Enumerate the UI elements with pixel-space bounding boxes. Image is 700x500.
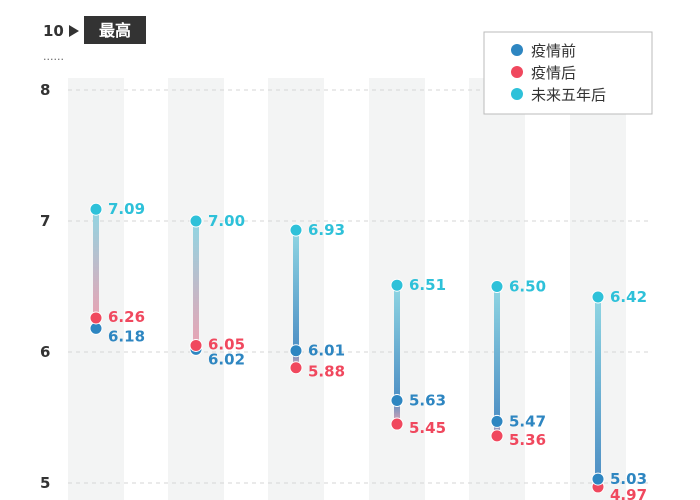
未来五年后-point xyxy=(289,223,303,237)
future-value-label: 7.00 xyxy=(208,212,245,230)
future-value-label: 6.93 xyxy=(308,221,345,239)
before-value-label: 6.18 xyxy=(108,327,145,345)
疫情后-point xyxy=(490,429,504,443)
未来五年后-point xyxy=(189,214,203,228)
pointer-triangle-icon xyxy=(69,25,79,37)
疫情后-point xyxy=(289,361,303,375)
疫情后-point xyxy=(390,417,404,431)
future-value-label: 6.50 xyxy=(509,278,546,296)
dumbbell-group-3: 6.93 6.01 5.88 xyxy=(289,221,345,381)
future-value-label: 6.42 xyxy=(610,288,647,306)
dumbbell-connector xyxy=(494,286,500,422)
疫情前-point xyxy=(591,472,605,486)
top-dots: ...... xyxy=(43,50,64,63)
dumbbell-group-5: 6.50 5.475.36 xyxy=(490,278,546,449)
top-tag-background xyxy=(84,16,146,44)
dumbbell-connector xyxy=(193,221,199,346)
before-value-label: 5.03 xyxy=(610,470,647,488)
dumbbell-connector xyxy=(595,296,601,480)
legend-marker-2 xyxy=(511,66,523,78)
dumbbell-marks: 7.09 6.186.26 7.00 6.026.05 6.93 6.01 5.88 6.51… xyxy=(89,200,647,500)
after-value-label: 5.88 xyxy=(308,363,345,381)
dumbbell-connector-lower xyxy=(494,421,500,436)
dumbbell-group-2: 7.00 6.026.05 xyxy=(189,212,245,368)
dumbbell-connector xyxy=(93,209,99,318)
疫情前-point xyxy=(490,414,504,428)
疫情前-point xyxy=(390,393,404,407)
未来五年后-point xyxy=(89,202,103,216)
legend-marker-1 xyxy=(511,44,523,56)
未来五年后-point xyxy=(490,280,504,293)
dumbbell-group-4: 6.51 5.63 5.45 xyxy=(390,276,446,437)
legend-label-3: 未来五年后 xyxy=(531,86,606,104)
y-axis: 5 6 7 8 xyxy=(40,81,50,492)
y-tick-label-5: 5 xyxy=(40,474,50,492)
y-tick-label-8: 8 xyxy=(40,81,50,99)
未来五年后-point xyxy=(591,290,605,304)
legend-label-2: 疫情后 xyxy=(531,64,576,82)
before-value-label: 5.47 xyxy=(509,412,546,430)
top-tag-label: 最高 xyxy=(99,21,131,40)
未来五年后-point xyxy=(390,278,404,292)
future-value-label: 6.51 xyxy=(409,276,446,294)
after-value-label: 5.45 xyxy=(409,419,446,437)
legend-marker-3 xyxy=(511,88,523,100)
dumbbell-group-6: 6.42 5.034.97 xyxy=(591,288,647,500)
after-value-label: 6.05 xyxy=(208,335,245,353)
dumbbell-connector xyxy=(293,230,299,351)
dumbbell-group-1: 7.09 6.186.26 xyxy=(89,200,145,345)
top-marker: 10 最高 ...... xyxy=(43,16,146,63)
legend-label-1: 疫情前 xyxy=(531,42,576,60)
after-value-label: 5.36 xyxy=(509,431,546,449)
dumbbell-connector-lower xyxy=(394,400,400,425)
top-value-label: 10 xyxy=(43,22,64,40)
before-value-label: 6.01 xyxy=(308,342,345,360)
before-value-label: 6.02 xyxy=(208,350,245,368)
疫情前-point xyxy=(289,344,303,358)
疫情后-point xyxy=(89,311,103,325)
grid-lines xyxy=(68,89,652,484)
y-tick-label-6: 6 xyxy=(40,343,50,361)
future-value-label: 7.09 xyxy=(108,200,145,218)
after-value-label: 6.26 xyxy=(108,308,145,326)
y-tick-label-7: 7 xyxy=(40,212,50,230)
before-value-label: 5.63 xyxy=(409,391,446,409)
dumbbell-connector xyxy=(394,285,400,401)
dumbbell-connector-lower xyxy=(293,350,299,368)
after-value-label: 4.97 xyxy=(610,486,647,500)
疫情后-point xyxy=(189,338,203,352)
